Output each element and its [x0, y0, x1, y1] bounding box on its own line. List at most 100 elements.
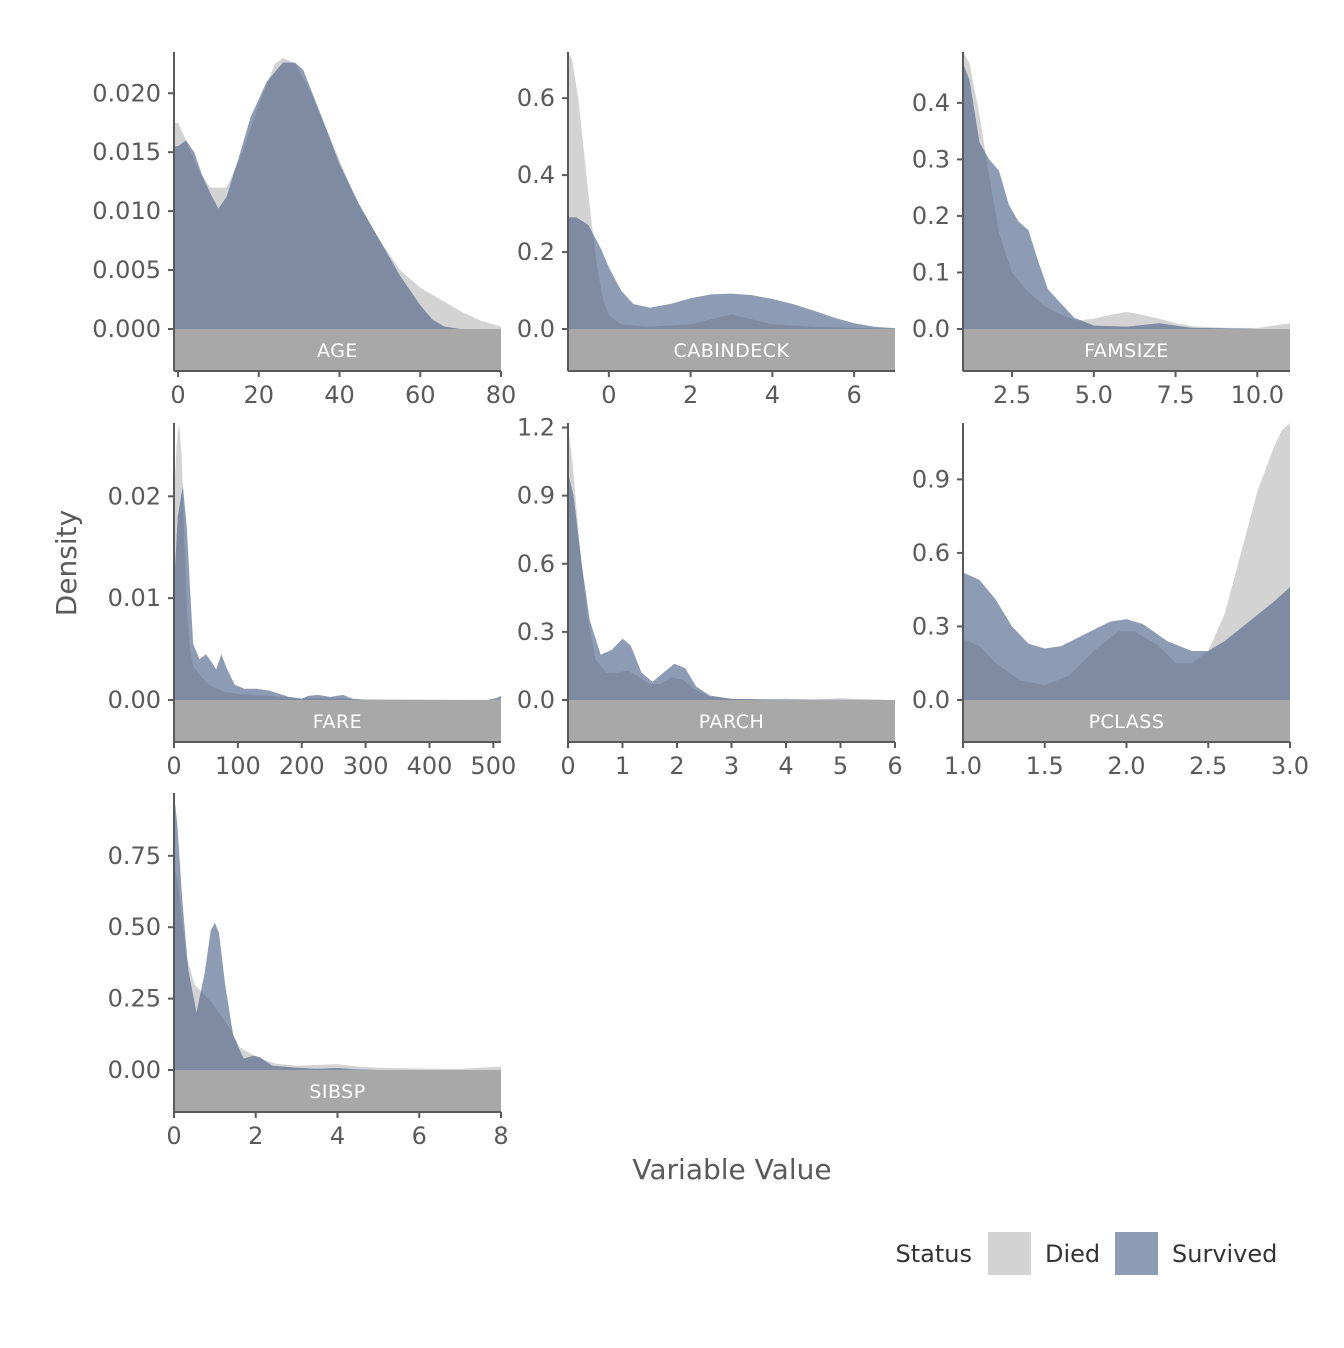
facet-strip: [963, 329, 1290, 371]
x-tick-label: 5.0: [1075, 381, 1113, 409]
facet-label: FAMSIZE: [1084, 340, 1169, 362]
facet-label: CABINDECK: [674, 340, 790, 362]
x-tick-label: 200: [279, 752, 325, 780]
density-area-overlap: [174, 62, 461, 329]
x-tick-label: 400: [407, 752, 453, 780]
y-tick-label: 0.00: [108, 686, 161, 714]
x-tick-label: 1.5: [1026, 752, 1064, 780]
panel-pclass: PCLASS 0.0 0.3 0.6 0.9 1.0 1.5 2.0 2.5 3.0: [912, 423, 1309, 780]
x-tick-label: 2.5: [1189, 752, 1227, 780]
x-tick-label: 2: [669, 752, 684, 780]
y-tick-label: 0.000: [92, 315, 161, 343]
density-area-overlap: [568, 473, 895, 700]
facet-label: PCLASS: [1089, 711, 1165, 733]
y-tick-label: 0.9: [912, 465, 950, 493]
x-tick-label: 2: [683, 381, 698, 409]
density-area-overlap: [963, 572, 1290, 700]
y-axis-title: Density: [50, 510, 83, 616]
x-tick-label: 2: [248, 1122, 263, 1150]
x-tick-label: 1.0: [944, 752, 982, 780]
x-tick-label: 100: [215, 752, 261, 780]
x-tick-label: 0: [601, 381, 616, 409]
density-area-overlap: [963, 63, 1290, 329]
x-axis-title: Variable Value: [632, 1153, 831, 1186]
y-tick-label: 0.4: [912, 89, 950, 117]
y-tick-label: 0.0: [517, 686, 555, 714]
x-tick-label: 6: [412, 1122, 427, 1150]
x-tick-label: 6: [846, 381, 861, 409]
density-area-survived: [568, 473, 895, 700]
legend-label-died: Died: [1045, 1240, 1100, 1268]
panel-parch: PARCH 0.0 0.3 0.6 0.9 1.2 0 1 2 3 4 5 6: [517, 414, 903, 780]
x-tick-label: 0: [170, 381, 185, 409]
facet-label: AGE: [317, 340, 358, 362]
y-tick-label: 0.6: [517, 84, 555, 112]
x-tick-label: 80: [486, 381, 517, 409]
y-tick-label: 0.75: [108, 842, 161, 870]
y-tick-label: 0.4: [517, 161, 555, 189]
y-tick-label: 0.00: [108, 1056, 161, 1084]
x-tick-label: 1: [615, 752, 630, 780]
y-tick-label: 0.010: [92, 197, 161, 225]
panel-sibsp: SIBSP 0.00 0.25 0.50 0.75 0 2 4 6 8: [108, 793, 509, 1150]
facet-strip: [568, 329, 895, 371]
y-tick-label: 0.0: [912, 686, 950, 714]
facet-label: FARE: [313, 711, 362, 733]
y-tick-label: 0.1: [912, 258, 950, 286]
panel-cabindeck: CABINDECK 0.0 0.2 0.4 0.6 0 2 4 6: [517, 52, 895, 409]
y-tick-label: 0.3: [517, 618, 555, 646]
y-tick-label: 1.2: [517, 414, 555, 442]
density-area-survived: [174, 486, 501, 700]
legend-key-survived: [1115, 1232, 1158, 1275]
x-tick-label: 10.0: [1231, 381, 1284, 409]
density-area-survived: [568, 217, 895, 329]
x-tick-label: 3: [724, 752, 739, 780]
x-tick-label: 8: [493, 1122, 508, 1150]
x-tick-label: 60: [405, 381, 436, 409]
facet-strip: [963, 700, 1290, 742]
y-tick-label: 0.25: [108, 985, 161, 1013]
x-tick-label: 300: [343, 752, 389, 780]
y-tick-label: 0.015: [92, 138, 161, 166]
facet-label: PARCH: [699, 711, 765, 733]
legend-title: Status: [896, 1240, 972, 1268]
facet-strip: [568, 700, 895, 742]
x-tick-label: 4: [778, 752, 793, 780]
legend-key-died: [988, 1232, 1031, 1275]
y-tick-label: 0.50: [108, 913, 161, 941]
panel-fare: FARE 0.00 0.01 0.02 0 100 200 300 400 500: [108, 423, 516, 780]
y-tick-label: 0.2: [912, 202, 950, 230]
y-tick-label: 0.0: [912, 315, 950, 343]
y-tick-label: 0.02: [108, 482, 161, 510]
x-tick-label: 500: [470, 752, 516, 780]
x-tick-label: 20: [244, 381, 275, 409]
facet-label: SIBSP: [309, 1081, 365, 1103]
y-tick-label: 0.6: [912, 539, 950, 567]
legend-label-survived: Survived: [1172, 1240, 1277, 1268]
facet-strip: [174, 329, 501, 371]
y-tick-label: 0.6: [517, 550, 555, 578]
x-tick-label: 2.5: [993, 381, 1031, 409]
x-tick-label: 7.5: [1156, 381, 1194, 409]
x-tick-label: 2.0: [1107, 752, 1145, 780]
facet-strip: [174, 1070, 501, 1112]
y-tick-label: 0.9: [517, 482, 555, 510]
density-area-overlap: [174, 864, 501, 1070]
x-tick-label: 4: [765, 381, 780, 409]
panel-famsize: FAMSIZE 0.0 0.1 0.2 0.3 0.4 2.5 5.0 7.5 10.0: [912, 52, 1290, 409]
x-tick-label: 3.0: [1271, 752, 1309, 780]
panel-age: AGE 0.000 0.005 0.010 0.015 0.020 0 20 40 60 80: [92, 52, 516, 409]
density-area-overlap: [568, 217, 895, 329]
y-tick-label: 0.01: [108, 584, 161, 612]
y-tick-label: 0.0: [517, 315, 555, 343]
x-tick-label: 0: [560, 752, 575, 780]
x-tick-label: 40: [324, 381, 355, 409]
x-tick-label: 0: [166, 752, 181, 780]
y-tick-label: 0.020: [92, 79, 161, 107]
y-tick-label: 0.005: [92, 256, 161, 284]
x-tick-label: 4: [330, 1122, 345, 1150]
facet-strip: [174, 700, 501, 742]
y-tick-label: 0.2: [517, 238, 555, 266]
